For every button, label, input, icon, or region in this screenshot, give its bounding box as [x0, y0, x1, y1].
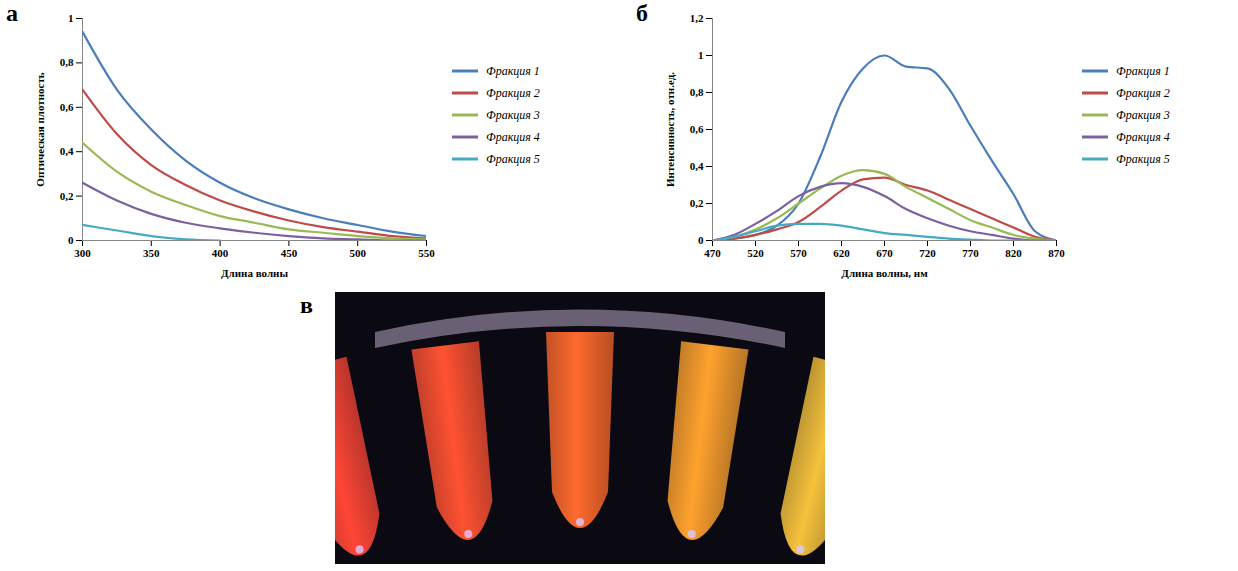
svg-text:0,2: 0,2 [690, 197, 704, 209]
svg-text:820: 820 [1005, 247, 1022, 259]
html-text:б: б [636, 0, 648, 26]
svg-text:Оптическая плотность: Оптическая плотность [34, 72, 46, 187]
svg-text:620: 620 [833, 247, 850, 259]
svg-text:520: 520 [747, 247, 764, 259]
svg-text:0,4: 0,4 [690, 160, 704, 172]
svg-text:0: 0 [68, 234, 74, 246]
html-text:в: в [300, 292, 313, 318]
html-text:Фракция 2: Фракция 2 [486, 85, 540, 100]
html-text:Фракция 4: Фракция 4 [486, 129, 540, 144]
svg-text:1,2: 1,2 [690, 12, 704, 24]
svg-text:350: 350 [143, 247, 160, 259]
html-text:Фракция 5: Фракция 5 [1116, 151, 1170, 166]
html-text:Фракция 1: Фракция 1 [486, 63, 540, 78]
svg-text:Длина волны: Длина волны [221, 267, 288, 279]
svg-text:400: 400 [212, 247, 229, 259]
html-text:Фракция 3: Фракция 3 [1116, 107, 1170, 122]
html-text:Фракция 4: Фракция 4 [1116, 129, 1170, 144]
svg-text:570: 570 [790, 247, 807, 259]
svg-text:550: 550 [418, 247, 435, 259]
svg-text:0,2: 0,2 [60, 190, 74, 202]
svg-text:300: 300 [74, 247, 91, 259]
svg-text:670: 670 [876, 247, 893, 259]
svg-text:1: 1 [698, 49, 704, 61]
svg-text:870: 870 [1048, 247, 1065, 259]
svg-text:0,8: 0,8 [60, 56, 74, 68]
svg-text:770: 770 [962, 247, 979, 259]
svg-text:Длина волны, нм: Длина волны, нм [841, 267, 928, 279]
html-text:Фракция 1: Фракция 1 [1116, 63, 1170, 78]
svg-text:470: 470 [704, 247, 721, 259]
svg-text:0: 0 [698, 234, 704, 246]
svg-text:Интенсивность, отн.ед.: Интенсивность, отн.ед. [664, 72, 676, 187]
svg-text:0,8: 0,8 [690, 86, 704, 98]
svg-text:720: 720 [919, 247, 936, 259]
html-text:Фракция 2: Фракция 2 [1116, 85, 1170, 100]
svg-text:0,4: 0,4 [60, 145, 74, 157]
html-text:Фракция 3: Фракция 3 [486, 107, 540, 122]
svg-text:0,6: 0,6 [690, 123, 704, 135]
html-text:Фракция 5: Фракция 5 [486, 151, 540, 166]
svg-text:0,6: 0,6 [60, 101, 74, 113]
html-text:а: а [6, 0, 18, 26]
svg-text:500: 500 [349, 247, 366, 259]
svg-text:1: 1 [68, 12, 74, 24]
svg-text:450: 450 [281, 247, 298, 259]
